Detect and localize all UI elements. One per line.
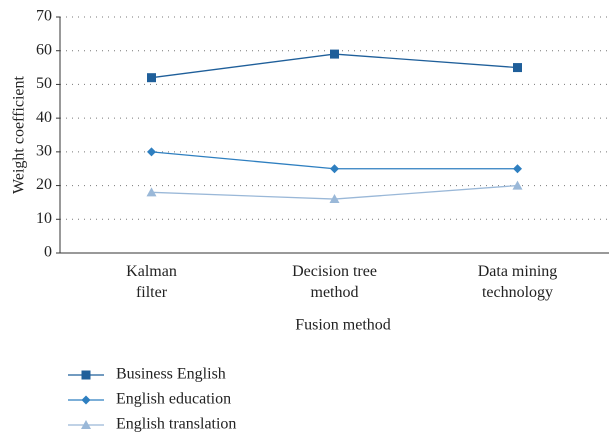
marker xyxy=(81,395,91,405)
y-tick-label: 30 xyxy=(36,143,52,160)
legend-label: Business English xyxy=(116,366,226,383)
marker xyxy=(330,164,339,174)
y-tick-label: 60 xyxy=(36,41,52,58)
marker xyxy=(512,180,523,190)
marker xyxy=(81,370,91,380)
marker xyxy=(147,147,156,157)
marker xyxy=(146,187,157,197)
legend-label: English translation xyxy=(116,416,236,433)
marker xyxy=(513,63,522,73)
y-tick-label: 50 xyxy=(36,75,52,92)
y-tick-label: 20 xyxy=(36,176,52,193)
y-tick-label: 10 xyxy=(36,210,52,227)
y-axis-label: Weight coefficient xyxy=(11,75,28,193)
marker xyxy=(330,49,339,59)
x-axis-label: Fusion method xyxy=(295,317,391,334)
legend-label: English education xyxy=(116,391,231,408)
marker xyxy=(81,420,91,429)
marker xyxy=(329,194,340,204)
y-tick-label: 70 xyxy=(36,8,52,25)
y-tick-label: 40 xyxy=(36,109,52,126)
marker xyxy=(513,164,522,174)
x-tick-label: Data mining technology xyxy=(477,263,558,301)
marker xyxy=(147,73,156,83)
x-tick-label: Decision tree method xyxy=(292,263,377,301)
y-tick-label: 0 xyxy=(44,244,52,261)
x-tick-label: Kalman filter xyxy=(126,263,177,301)
